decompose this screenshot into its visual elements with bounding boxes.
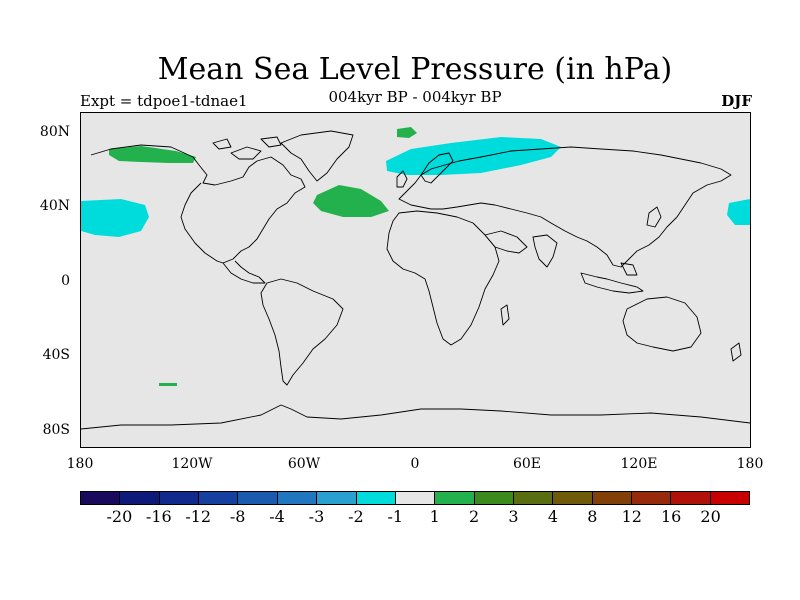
colorbar-swatch	[120, 492, 160, 504]
colorbar-swatch	[277, 492, 318, 504]
colorbar-tick-label: 3	[508, 507, 519, 526]
colorbar-tick-label: -20	[106, 507, 133, 526]
colorbar-swatch	[356, 492, 396, 504]
chart-title: Mean Sea Level Pressure (in hPa)	[157, 52, 673, 87]
colorbar	[80, 491, 750, 505]
lon-label-120w: 120W	[171, 456, 213, 472]
colorbar-swatch	[435, 492, 475, 504]
lon-label-0: 0	[410, 456, 420, 472]
colorbar-tick-label: 12	[621, 507, 642, 526]
colorbar-tick-label: 4	[547, 507, 559, 526]
colorbar-tick-label: 2	[469, 507, 480, 526]
coast-antarctica	[81, 404, 750, 430]
colorbar-swatch	[199, 492, 239, 504]
colorbar-tick-label: 16	[660, 507, 682, 526]
colorbar-tick-label: 20	[700, 507, 721, 526]
colorbar-tick-label: -12	[185, 507, 212, 526]
colorbar-swatch	[474, 492, 514, 504]
season-label: DJF	[721, 92, 752, 110]
coast-madagascar	[500, 304, 510, 326]
lon-label-120e: 120E	[620, 456, 658, 472]
coast-north-america	[90, 144, 306, 284]
lat-label-40n: 40N	[39, 198, 70, 214]
coast-indonesia	[580, 262, 644, 294]
coast-japan	[646, 206, 662, 228]
colorbar-swatch	[513, 492, 554, 504]
lat-label-40s: 40S	[42, 347, 70, 363]
coast-eurasia	[398, 146, 732, 268]
anomaly-region-north-atlantic	[313, 185, 389, 217]
world-map	[80, 112, 751, 448]
coastlines	[81, 130, 750, 430]
anomaly-shading	[81, 127, 750, 386]
coast-scandinavia	[420, 152, 454, 184]
lon-label-180w: 180	[66, 456, 94, 472]
colorbar-swatch	[159, 492, 200, 504]
experiment-label: Expt = tdpoe1-tdnae1	[80, 92, 248, 110]
colorbar-tick-label: 1	[429, 507, 440, 526]
colorbar-swatch	[81, 492, 121, 504]
lon-label-60e: 60E	[512, 456, 542, 472]
coast-africa	[386, 210, 500, 346]
colorbar-tick-label: -4	[269, 507, 285, 526]
coast-new-zealand	[730, 342, 742, 362]
lat-label-80n: 80N	[39, 124, 70, 140]
lat-label-80s: 80S	[42, 422, 70, 438]
anomaly-region-eurasia	[386, 137, 561, 175]
coast-arabia-india	[484, 230, 558, 268]
colorbar-swatch	[553, 492, 593, 504]
lat-label-0: 0	[61, 273, 70, 289]
coast-greenland	[280, 130, 354, 182]
lon-label-60w: 60W	[287, 456, 321, 472]
anomaly-region-north-pacific-east	[81, 199, 149, 237]
anomaly-region-greenland-sea	[397, 127, 417, 138]
coast-uk	[396, 170, 408, 188]
colorbar-tick-label: -2	[348, 507, 364, 526]
coast-arctic-islands	[212, 136, 282, 160]
colorbar-swatch	[592, 492, 633, 504]
colorbar-tick-label: 8	[587, 507, 598, 526]
colorbar-swatch	[238, 492, 278, 504]
colorbar-swatch	[395, 492, 436, 504]
colorbar-tick-label: -8	[229, 507, 246, 526]
anomaly-region-southern-ocean	[159, 383, 177, 386]
map-canvas	[81, 113, 750, 447]
colorbar-tick-label: -3	[308, 507, 325, 526]
colorbar-tick-label: -1	[387, 507, 404, 526]
anomaly-region-north-pacific-west	[727, 199, 750, 225]
colorbar-swatch	[317, 492, 357, 504]
period-label: 004kyr BP - 004kyr BP	[328, 88, 502, 106]
colorbar-swatch	[710, 492, 750, 504]
colorbar-swatch	[632, 492, 672, 504]
colorbar-tick-label: -16	[145, 507, 172, 526]
coast-south-america	[260, 278, 344, 386]
coast-australia	[622, 296, 702, 352]
lon-label-180e: 180	[736, 456, 764, 472]
anomaly-region-alaska	[109, 146, 196, 163]
colorbar-swatch	[671, 492, 711, 504]
